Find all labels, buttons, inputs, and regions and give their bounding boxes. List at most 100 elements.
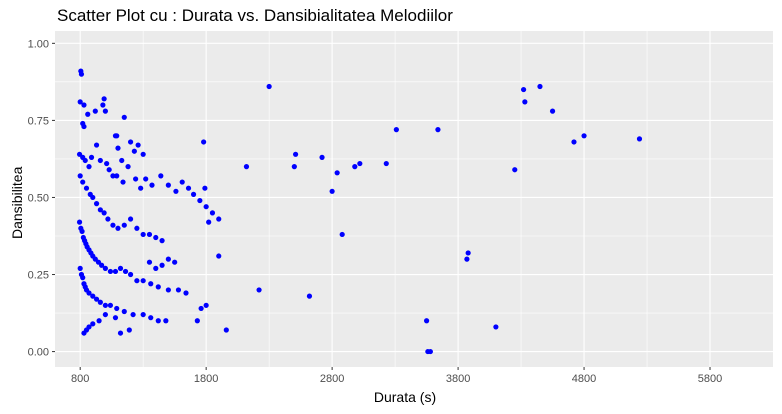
data-point (134, 278, 140, 284)
data-point (209, 210, 216, 216)
data-point (88, 154, 95, 160)
y-tick-label: 0.00 (28, 347, 49, 359)
data-point (146, 231, 153, 238)
data-point (202, 185, 208, 191)
data-point (101, 96, 107, 102)
data-point (522, 99, 528, 105)
data-point (636, 136, 643, 142)
data-point (100, 102, 106, 108)
data-point (127, 216, 134, 222)
plot-panel (55, 31, 773, 367)
data-point (92, 108, 98, 114)
data-point (112, 315, 119, 321)
data-point (85, 111, 91, 117)
data-point (159, 262, 165, 268)
data-point (435, 127, 441, 133)
data-point (465, 250, 471, 256)
data-point (82, 157, 88, 164)
data-point (86, 164, 92, 170)
data-point (163, 318, 169, 324)
data-point (203, 204, 209, 210)
data-point (319, 154, 325, 160)
data-point (110, 222, 116, 228)
data-point (102, 265, 108, 271)
data-point (83, 185, 90, 191)
data-point (77, 265, 83, 271)
data-point (549, 108, 556, 114)
data-point (140, 151, 146, 157)
data-point (102, 302, 108, 308)
axes: 800 1800 2800 3800 4800 5800 0.00 0.25 0.50 0.75 1… (28, 38, 723, 385)
x-tick-label: 2800 (320, 373, 344, 385)
data-point (243, 164, 250, 170)
data-point (159, 238, 165, 244)
data-point (122, 268, 129, 275)
data-point (114, 133, 120, 139)
data-point (571, 139, 577, 145)
data-point (121, 308, 127, 315)
data-point (149, 182, 155, 188)
data-point (183, 290, 189, 296)
data-point (203, 302, 209, 308)
data-point (81, 123, 87, 130)
data-point (179, 179, 185, 185)
data-point (90, 293, 96, 299)
data-point (77, 173, 83, 179)
data-point (120, 179, 126, 185)
data-point (81, 102, 87, 108)
data-point (140, 311, 146, 318)
data-point (117, 265, 124, 271)
data-point (78, 71, 85, 77)
data-point (216, 216, 222, 222)
data-point (427, 348, 433, 355)
data-point (423, 318, 430, 324)
data-point (140, 231, 146, 238)
y-tick-label: 0.50 (28, 192, 49, 204)
data-point (153, 265, 159, 271)
y-tick-label: 0.75 (28, 115, 49, 127)
data-point (291, 164, 297, 170)
data-point (329, 188, 335, 194)
data-point (464, 256, 470, 262)
x-tick-label: 1800 (194, 373, 218, 385)
data-point (90, 321, 96, 327)
chart-title: Scatter Plot cu : Durata vs. Dansibialit… (57, 6, 453, 25)
data-point (121, 222, 127, 228)
data-point (107, 302, 114, 308)
data-point (119, 157, 125, 164)
data-point (114, 305, 120, 312)
data-point (86, 290, 92, 296)
data-point (97, 299, 103, 305)
data-point (97, 157, 103, 164)
data-point (493, 324, 499, 330)
data-point (153, 234, 159, 241)
data-point (114, 173, 120, 179)
data-point (115, 145, 121, 151)
data-point (393, 127, 399, 133)
data-point (158, 173, 164, 179)
data-point (76, 219, 83, 225)
x-tick-label: 5800 (698, 373, 722, 385)
data-point (223, 327, 229, 333)
data-point (77, 99, 83, 105)
data-point (148, 315, 154, 321)
data-point (93, 142, 100, 148)
data-point (134, 225, 140, 231)
data-point (185, 185, 192, 191)
data-point (155, 318, 161, 324)
data-point (90, 194, 96, 201)
data-point (80, 275, 86, 281)
x-axis-title: Durata (s) (373, 389, 437, 405)
data-point (127, 271, 134, 278)
data-point (86, 324, 92, 330)
data-point (334, 170, 340, 176)
y-tick-label: 0.25 (28, 270, 49, 282)
data-point (292, 151, 299, 157)
data-point (216, 253, 222, 259)
data-point (197, 197, 203, 204)
data-point (131, 148, 137, 154)
data-point (138, 185, 144, 191)
x-tick-label: 800 (71, 373, 89, 385)
data-point (105, 216, 111, 222)
